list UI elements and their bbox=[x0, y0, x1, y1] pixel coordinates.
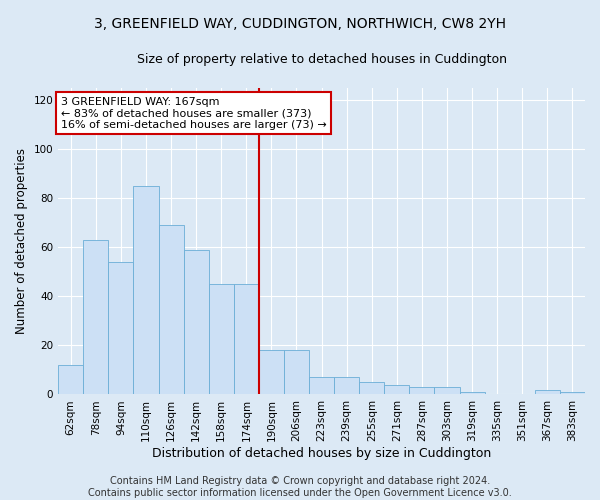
Bar bbox=[309, 378, 334, 394]
Bar bbox=[58, 365, 83, 394]
Bar bbox=[234, 284, 259, 395]
Bar bbox=[334, 378, 359, 394]
Bar bbox=[359, 382, 385, 394]
Bar bbox=[109, 262, 133, 394]
Bar bbox=[284, 350, 309, 395]
Bar bbox=[133, 186, 158, 394]
Bar bbox=[434, 387, 460, 394]
Bar bbox=[560, 392, 585, 394]
Bar bbox=[409, 387, 434, 394]
Bar bbox=[158, 225, 184, 394]
Title: Size of property relative to detached houses in Cuddington: Size of property relative to detached ho… bbox=[137, 52, 506, 66]
Bar bbox=[385, 384, 409, 394]
Bar bbox=[184, 250, 209, 394]
X-axis label: Distribution of detached houses by size in Cuddington: Distribution of detached houses by size … bbox=[152, 447, 491, 460]
Bar bbox=[83, 240, 109, 394]
Bar bbox=[209, 284, 234, 395]
Bar bbox=[259, 350, 284, 395]
Text: 3, GREENFIELD WAY, CUDDINGTON, NORTHWICH, CW8 2YH: 3, GREENFIELD WAY, CUDDINGTON, NORTHWICH… bbox=[94, 18, 506, 32]
Y-axis label: Number of detached properties: Number of detached properties bbox=[15, 148, 28, 334]
Bar bbox=[535, 390, 560, 394]
Text: Contains HM Land Registry data © Crown copyright and database right 2024.
Contai: Contains HM Land Registry data © Crown c… bbox=[88, 476, 512, 498]
Bar bbox=[460, 392, 485, 394]
Text: 3 GREENFIELD WAY: 167sqm
← 83% of detached houses are smaller (373)
16% of semi-: 3 GREENFIELD WAY: 167sqm ← 83% of detach… bbox=[61, 96, 326, 130]
